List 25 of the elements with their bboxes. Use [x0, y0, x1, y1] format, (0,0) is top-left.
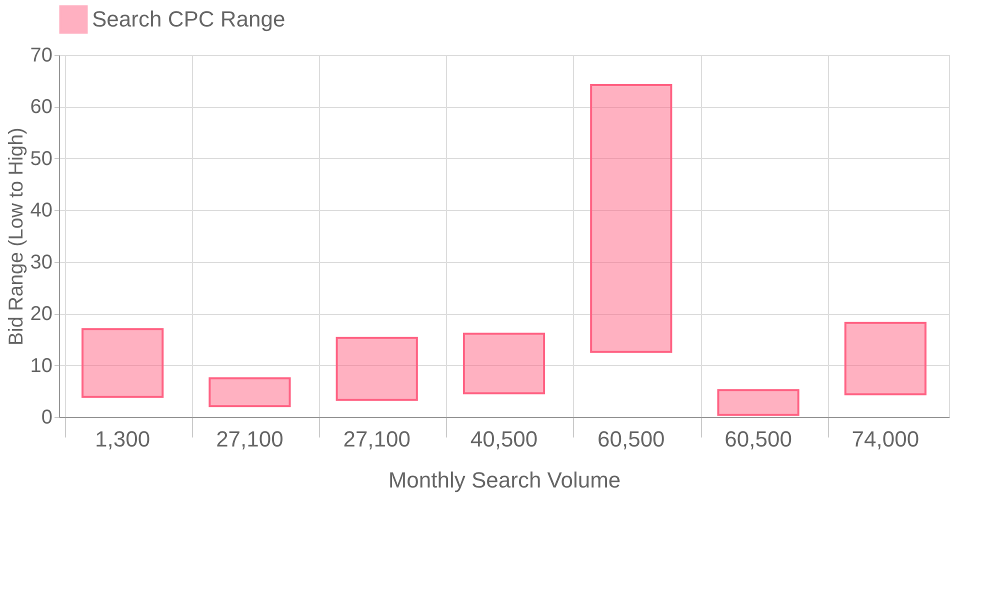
bar: [208, 377, 291, 408]
x-tick-label: 60,500: [597, 426, 665, 452]
y-tick-label: 50: [30, 148, 52, 170]
x-axis-title: Monthly Search Volume: [388, 468, 621, 492]
x-tick-label: 74,000: [852, 426, 920, 452]
bar: [717, 389, 800, 416]
y-tick-label: 20: [30, 303, 52, 326]
bar: [82, 328, 164, 398]
y-tick-label: 10: [30, 354, 52, 377]
y-tick-label: 70: [30, 44, 52, 66]
bar: [590, 84, 672, 353]
bar: [844, 322, 926, 396]
bar: [462, 332, 546, 394]
x-tick-label: 27,100: [216, 426, 284, 452]
y-tick-label: 40: [30, 200, 52, 222]
legend-label: Search CPC Range: [92, 6, 286, 32]
x-tick-label: 60,500: [724, 426, 792, 452]
y-tick-label: 30: [30, 251, 52, 274]
y-axis-title: Bid Range (Low to High): [5, 128, 28, 346]
y-tick-label: 60: [30, 96, 52, 118]
x-tick-label: 1,300: [95, 426, 150, 452]
x-tick-label: 27,100: [343, 426, 411, 452]
x-tick-label: 40,500: [470, 426, 538, 452]
bar: [336, 336, 418, 401]
y-tick-label: 0: [41, 406, 52, 428]
